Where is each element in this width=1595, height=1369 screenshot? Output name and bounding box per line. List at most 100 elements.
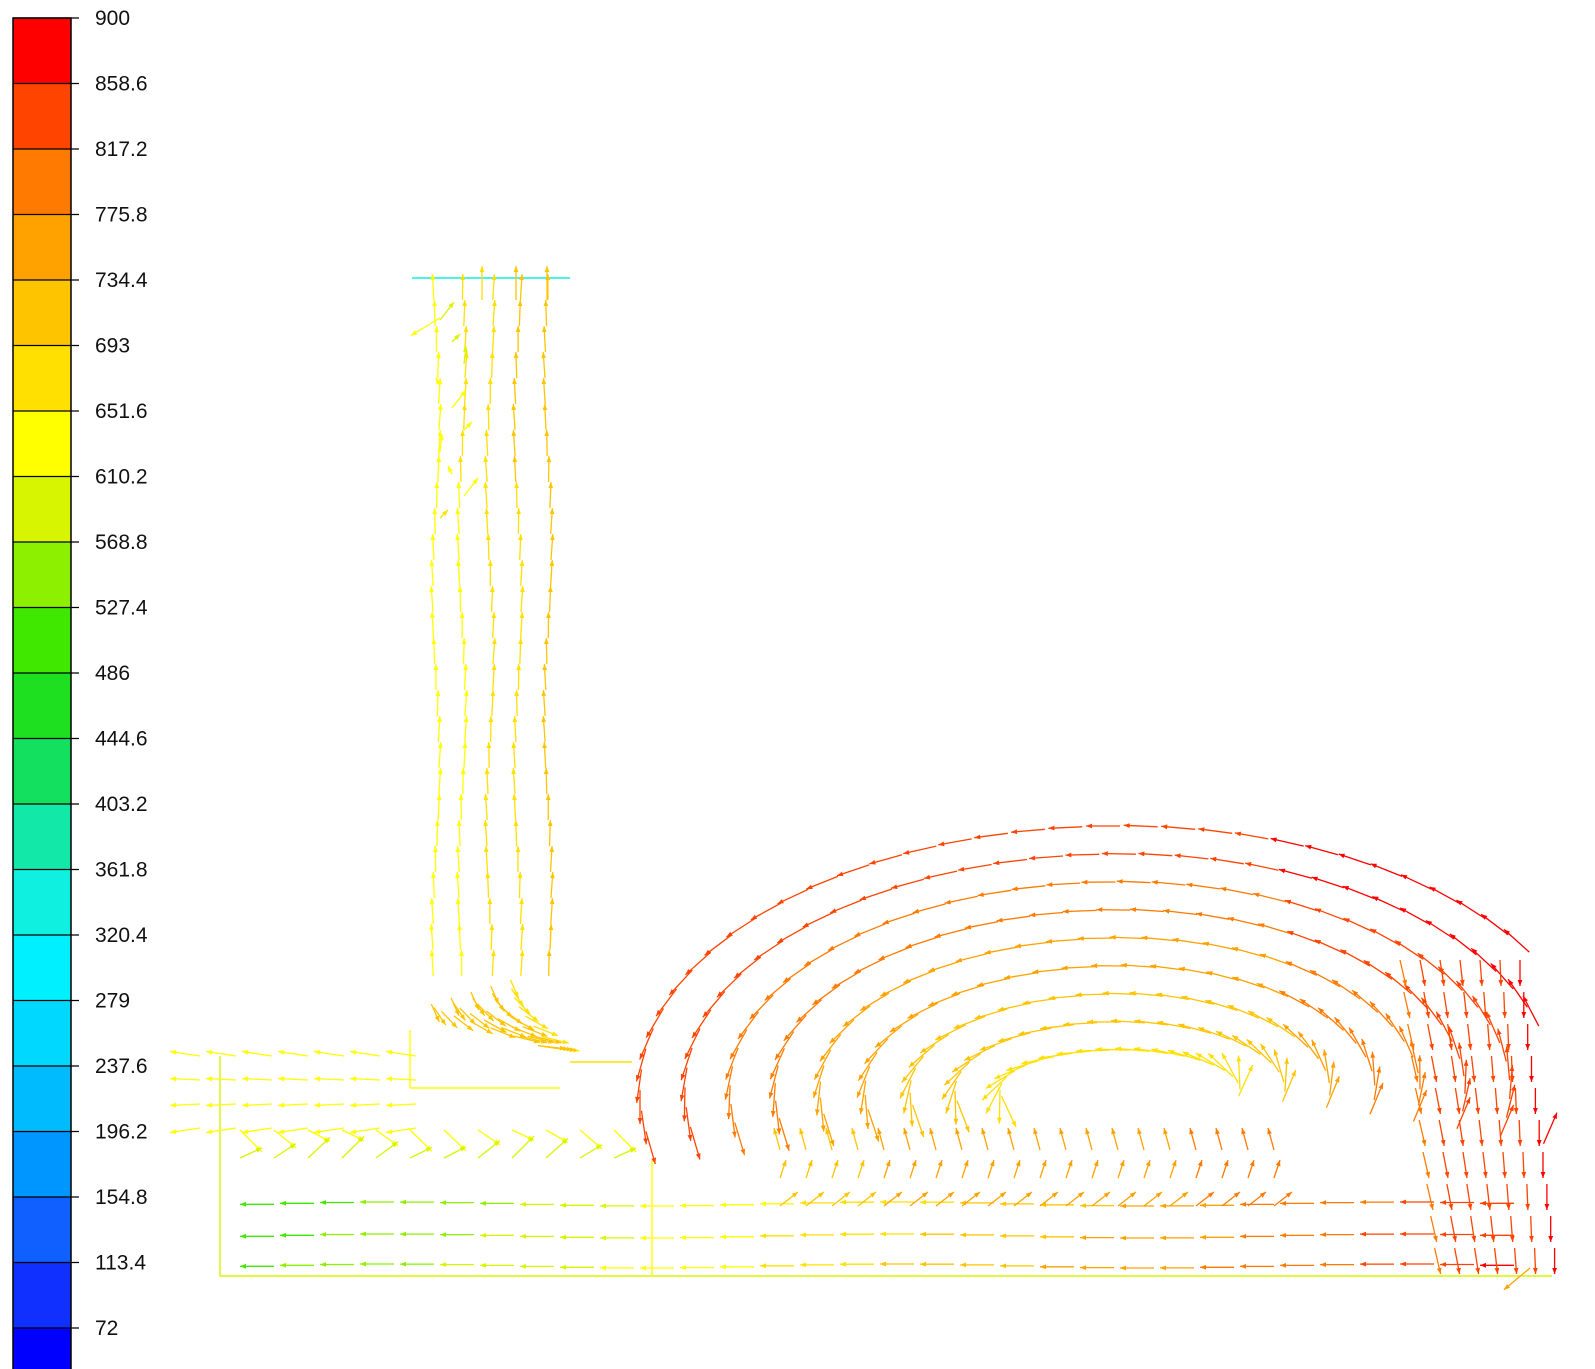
velocity-vector	[520, 1234, 554, 1239]
velocity-vector	[987, 1191, 1007, 1207]
velocity-vector	[457, 585, 463, 613]
velocity-vector	[1525, 1183, 1530, 1211]
velocity-vector	[240, 1263, 274, 1269]
velocity-vector	[1454, 1087, 1461, 1115]
velocity-vector	[1419, 959, 1427, 987]
velocity-vector	[1003, 972, 1038, 980]
velocity-vector	[360, 1199, 394, 1205]
velocity-vector	[511, 1135, 535, 1159]
velocity-vector	[1463, 1059, 1469, 1094]
velocity-vector	[1502, 1151, 1507, 1179]
colorbar-band	[13, 869, 71, 936]
velocity-vector	[519, 923, 525, 951]
velocity-vector	[1320, 1232, 1354, 1237]
velocity-vector	[492, 299, 497, 327]
velocity-vector	[436, 455, 442, 483]
velocity-vector	[400, 1199, 434, 1205]
velocity-vector	[511, 767, 517, 795]
velocity-vector	[280, 1200, 314, 1206]
velocity-vector	[1085, 1127, 1093, 1151]
velocity-vector	[1202, 941, 1237, 951]
velocity-vector	[836, 864, 870, 877]
velocity-vector	[375, 1141, 399, 1159]
velocity-vector	[205, 1127, 237, 1134]
velocity-vector	[1522, 995, 1540, 1027]
velocity-vector	[1117, 1191, 1137, 1207]
velocity-vector	[750, 902, 781, 921]
velocity-vector	[819, 1034, 842, 1062]
velocity-vector	[1221, 1052, 1239, 1084]
velocity-vector	[1061, 965, 1096, 971]
velocity-vector	[541, 715, 547, 743]
velocity-vector	[1299, 998, 1329, 1019]
velocity-vector	[455, 871, 460, 899]
velocity-vector	[902, 1080, 912, 1114]
velocity-vector	[1221, 1191, 1241, 1207]
velocity-vector	[877, 1127, 885, 1151]
velocity-vector	[1167, 1049, 1201, 1061]
velocity-vector	[1080, 1203, 1114, 1208]
velocity-vector	[1497, 1028, 1507, 1062]
velocity-vector	[600, 1203, 634, 1209]
velocity-vector	[544, 266, 550, 300]
velocity-vector	[1267, 1127, 1275, 1151]
velocity-vector	[518, 637, 523, 665]
velocity-vector	[463, 345, 468, 365]
velocity-vector	[1129, 991, 1164, 997]
velocity-vector	[492, 637, 497, 665]
velocity-vector	[1258, 923, 1291, 935]
velocity-vector	[1360, 1199, 1394, 1205]
velocity-vector	[856, 1066, 871, 1099]
velocity-vector	[1000, 1263, 1034, 1269]
velocity-vector	[1311, 1039, 1327, 1071]
colorbar-tick-label: 693	[95, 335, 130, 358]
velocity-vector	[1447, 1023, 1454, 1051]
velocity-vector	[920, 1199, 954, 1205]
velocity-vector	[483, 819, 488, 847]
colorbar-tick-label: 527.4	[95, 597, 148, 620]
velocity-vector	[240, 1201, 274, 1207]
velocity-vector	[909, 1092, 915, 1127]
velocity-vector	[1305, 844, 1339, 856]
velocity-vector	[169, 1127, 201, 1134]
velocity-vector	[938, 838, 972, 847]
velocity-vector	[1331, 979, 1361, 1000]
velocity-vector	[1231, 947, 1265, 958]
velocity-vector	[1483, 991, 1488, 1019]
velocity-vector	[961, 1191, 981, 1207]
velocity-vector	[600, 1235, 634, 1241]
velocity-vector	[979, 1038, 1012, 1051]
velocity-vector	[840, 1199, 874, 1205]
velocity-vector	[1544, 1184, 1550, 1210]
velocity-vector	[831, 1159, 839, 1179]
velocity-vector	[1195, 1191, 1215, 1207]
velocity-vector	[491, 949, 496, 977]
velocity-vector	[704, 934, 733, 956]
velocity-vector	[1463, 991, 1469, 1019]
velocity-vector	[385, 1127, 417, 1134]
velocity-vector	[525, 1015, 549, 1030]
velocity-vector	[1006, 1059, 1040, 1072]
velocity-vector	[1360, 1261, 1394, 1267]
velocity-vector	[511, 429, 517, 457]
colorbar: 900 858.6 817.2 775.8 734.4 693 651.6 610.2 568.…	[12, 7, 148, 1369]
velocity-vector	[1450, 1055, 1457, 1083]
colorbar-tick-label: 651.6	[95, 400, 148, 423]
velocity-vector	[546, 949, 552, 977]
velocity-vector	[1252, 892, 1287, 903]
velocity-vector	[880, 1199, 914, 1205]
velocity-vector	[455, 897, 461, 925]
velocity-vector	[430, 611, 435, 639]
velocity-vector	[1091, 963, 1126, 969]
colorbar-band	[13, 345, 71, 412]
velocity-vector	[923, 870, 958, 880]
velocity-vector	[1206, 971, 1240, 982]
velocity-vector	[1400, 1231, 1434, 1237]
velocity-vector	[1548, 1216, 1554, 1242]
velocity-vector	[1513, 1247, 1519, 1275]
velocity-vector	[976, 977, 1011, 987]
velocity-vector	[935, 1191, 955, 1207]
velocity-vector	[429, 585, 434, 613]
velocity-vector	[483, 845, 489, 873]
velocity-vector	[1479, 959, 1484, 987]
